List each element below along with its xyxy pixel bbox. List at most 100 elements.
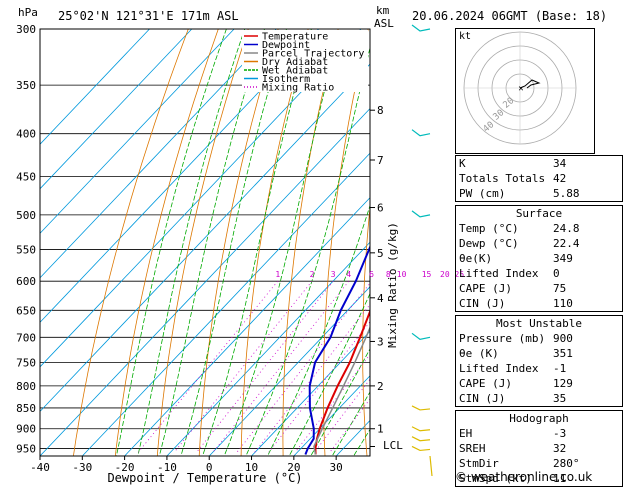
hodo-row: StmDir 280°: [456, 456, 622, 471]
index-row-k: K 34: [456, 156, 622, 171]
pressure-tick-label: 450: [16, 171, 36, 184]
index-value: 349: [553, 251, 619, 266]
index-value: 110: [553, 296, 619, 311]
index-value: 34: [553, 156, 619, 171]
index-label: EH: [459, 426, 472, 441]
index-value: 32: [553, 441, 619, 456]
hodo-row: SREH 32: [456, 441, 622, 456]
index-label: StmDir: [459, 456, 499, 471]
index-row-pw: PW (cm)5.88: [456, 186, 622, 201]
x-axis-label: Dewpoint / Temperature (°C): [107, 471, 302, 485]
surface-row: CIN (J)110: [456, 296, 622, 311]
wet-adiabat-line: [114, 29, 226, 467]
mu-row: Lifted Index -1: [456, 361, 622, 376]
index-label: SREH: [459, 441, 486, 456]
isotherm-line: [40, 29, 446, 456]
surface-row: θe(K) 349: [456, 251, 622, 266]
index-label: K: [459, 156, 466, 171]
isotherm-line: [0, 29, 276, 456]
mixing-ratio-label: 4: [346, 270, 351, 279]
index-value: 351: [553, 346, 619, 361]
index-value: 22.4: [553, 236, 619, 251]
surface-title: Surface: [456, 206, 622, 221]
index-row-totals: Totals Totals 42: [456, 171, 622, 186]
pressure-tick-label: 650: [16, 304, 36, 317]
top-indices-box: K 34 Totals Totals 42 PW (cm)5.88: [455, 155, 623, 202]
index-label: Totals Totals: [459, 171, 545, 186]
pressure-tick-label: 900: [16, 423, 36, 436]
index-value: 35: [553, 391, 619, 406]
km-tick-label: 2: [377, 380, 384, 393]
pressure-tick-label: 750: [16, 356, 36, 369]
mixing-ratio-line: [213, 281, 349, 452]
mixing-ratio-label: 3: [331, 270, 336, 279]
mu-row: CAPE (J)129: [456, 376, 622, 391]
pressure-tick-label: 600: [16, 275, 36, 288]
index-value: 42: [553, 171, 619, 186]
wind-barb: [412, 406, 430, 410]
mixing-ratio-label: 6: [369, 270, 374, 279]
credit-link[interactable]: © weatheronline.co.uk: [455, 470, 592, 484]
index-label: Lifted Index: [459, 266, 538, 281]
mixing-ratio-label: 20: [440, 270, 450, 279]
storm-motion-marker: ✕: [518, 84, 523, 94]
surface-row: Dewp (°C) 22.4: [456, 236, 622, 251]
asl-label: ASL: [374, 17, 394, 30]
x-tick-label: 30: [330, 461, 343, 474]
wet-adiabat-line: [156, 29, 264, 467]
km-label: km: [376, 4, 390, 17]
index-label: CAPE (J): [459, 376, 512, 391]
wet-adiabat-line: [178, 29, 287, 467]
most-unstable-box: Most Unstable Pressure (mb)900 θe (K)351…: [455, 315, 623, 407]
index-value: -1: [553, 361, 619, 376]
mixing-ratio-label: 2: [310, 270, 315, 279]
index-label: θe(K): [459, 251, 492, 266]
index-value: 280°: [553, 456, 619, 471]
hodograph-kt-label: kt: [459, 31, 471, 42]
surface-row: CAPE (J)75: [456, 281, 622, 296]
surface-box: Surface Temp (°C)24.8 Dewp (°C) 22.4 θe(K…: [455, 205, 623, 312]
wind-barb: [412, 333, 430, 339]
pressure-tick-label: 300: [16, 23, 36, 36]
lcl-label: LCL: [383, 439, 403, 452]
wind-barb: [412, 427, 430, 431]
surface-row: Temp (°C)24.8: [456, 221, 622, 236]
isotherm-line: [0, 29, 403, 456]
hodograph: kt 40 30 20 ✕: [455, 28, 595, 154]
dry-adiabat-line: [157, 29, 248, 456]
index-value: 900: [553, 331, 619, 346]
wind-barb: [412, 25, 430, 31]
x-tick-label: -30: [72, 461, 92, 474]
pressure-tick-label: 400: [16, 128, 36, 141]
km-tick-label: 7: [377, 154, 384, 167]
index-value: 75: [553, 281, 619, 296]
index-label: Temp (°C): [459, 221, 519, 236]
km-tick-label: 3: [377, 335, 384, 348]
index-label: Dewp (°C): [459, 236, 519, 251]
index-label: Pressure (mb): [459, 331, 545, 346]
km-tick-label: 6: [377, 202, 384, 215]
index-label: CIN (J): [459, 391, 505, 406]
wind-barb: [412, 130, 430, 136]
pressure-tick-label: 800: [16, 380, 36, 393]
wind-barb: [430, 456, 432, 476]
hodograph-stats-title: Hodograph: [456, 411, 622, 426]
pressure-tick-label: 500: [16, 209, 36, 222]
wind-barb: [412, 211, 430, 217]
wind-barb: [412, 446, 430, 450]
dry-adiabat-line: [401, 29, 428, 456]
pressure-tick-label: 850: [16, 402, 36, 415]
km-tick-label: 4: [377, 292, 384, 305]
km-tick-label: 1: [377, 423, 384, 436]
pressure-tick-label: 700: [16, 331, 36, 344]
hodograph-frame: [456, 29, 595, 154]
most-unstable-title: Most Unstable: [456, 316, 622, 331]
mu-row: CIN (J) 35: [456, 391, 622, 406]
index-label: PW (cm): [459, 186, 505, 201]
km-tick-label: 5: [377, 247, 384, 260]
mu-row: Pressure (mb) 900: [456, 331, 622, 346]
index-label: Lifted Index: [459, 361, 538, 376]
hodo-row: EH-3: [456, 426, 622, 441]
location-title: 25°02'N 121°31'E 171m ASL: [58, 9, 239, 23]
